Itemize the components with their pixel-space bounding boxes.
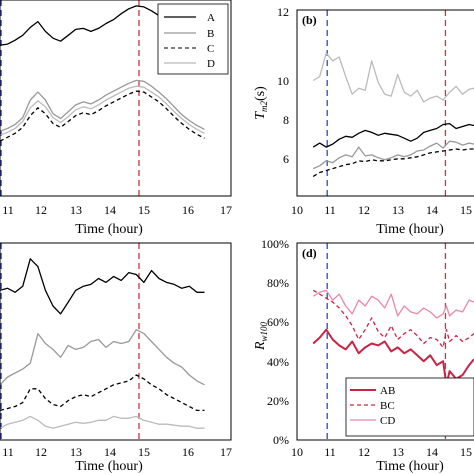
- panel-c-series-3-line: [0, 374, 205, 412]
- panel-d-xtick-label: 10: [291, 445, 303, 459]
- panel-d-xticks: 10 11 12 13 14 15: [291, 445, 472, 459]
- panel-b-series-1-line: [312, 122, 474, 148]
- panel-d-xtick-label: 15: [460, 445, 472, 459]
- legend-label-bc: BC: [380, 400, 395, 412]
- panel-c-series-4-line: [0, 415, 205, 429]
- panel-b-frame: [296, 9, 474, 197]
- panel-d-yticks: 0% 20% 40% 60% 80% 100%: [261, 237, 289, 447]
- panel-a: 11 12 13 14 15 16 17 Time (hour) A B C D: [0, 0, 232, 237]
- panel-a-series-d-line: [0, 85, 205, 136]
- panel-b-series-2-line: [312, 140, 474, 170]
- panel-d-ytick-label: 20%: [267, 394, 289, 408]
- panel-b-ytick-label: 6: [283, 152, 289, 166]
- panel-a-xlabel: Time (hour): [75, 222, 143, 237]
- panel-a-series-b-line: [0, 79, 205, 132]
- panel-b-plot: [312, 10, 474, 196]
- panel-d-series-bc-line: [312, 289, 474, 349]
- legend-label-cd: CD: [380, 415, 395, 427]
- panel-b-xtick-label: 10: [291, 203, 303, 217]
- panel-b-series-4-line: [312, 52, 474, 103]
- panel-a-xtick-label: 14: [104, 203, 116, 217]
- panel-c-plot: [0, 243, 205, 440]
- panel-a-xtick-label: 15: [138, 203, 150, 217]
- panel-d-series-cd-line: [312, 289, 474, 319]
- legend-label-b: B: [207, 28, 214, 40]
- panel-d-ytick-label: 60%: [267, 315, 289, 329]
- panel-a-xtick-label: 11: [2, 203, 14, 217]
- panel-a-xticks: 11 12 13 14 15 16 17: [2, 203, 232, 217]
- panel-c-xtick-label: 16: [182, 445, 194, 459]
- panel-b-series-3-line: [312, 148, 474, 177]
- panel-a-xtick-label: 12: [35, 203, 47, 217]
- panel-c-xtick-label: 17: [220, 445, 232, 459]
- panel-b-ytick-label: 10: [277, 74, 289, 88]
- panel-d-series-ab-line: [312, 328, 474, 386]
- panel-c: 11 12 13 14 15 16 17 Time (hour): [0, 242, 232, 474]
- panel-a-series-c-line: [0, 90, 205, 142]
- panel-b-tag: (b): [302, 13, 317, 27]
- panel-d-xtick-label: 11: [324, 445, 336, 459]
- panel-c-series-1-line: [0, 258, 205, 315]
- panel-d-tag: (d): [302, 246, 317, 260]
- panel-a-frame: [0, 0, 232, 197]
- panel-c-xlabel: Time (hour): [75, 459, 143, 474]
- panel-c-xtick-label: 15: [138, 445, 150, 459]
- panel-c-xticks: 11 12 13 14 15 16 17: [2, 445, 232, 459]
- panel-a-legend-box: [157, 3, 229, 75]
- panel-a-xtick-label: 16: [182, 203, 194, 217]
- panel-d-xlabel: Time (hour): [376, 459, 444, 474]
- legend-label-ab: AB: [380, 385, 395, 397]
- panel-c-frame: [0, 242, 232, 441]
- panel-c-xtick-label: 14: [104, 445, 116, 459]
- panel-a-legend: A B C D: [157, 3, 229, 75]
- panel-d-legend-box: [345, 377, 474, 437]
- panel-d-legend: AB BC CD: [345, 377, 474, 437]
- panel-b-yticks: 6 8 10 12: [277, 5, 289, 166]
- panel-c-xtick-label: 13: [70, 445, 82, 459]
- panel-c-xtick-label: 11: [2, 445, 14, 459]
- legend-label-a: A: [207, 12, 215, 24]
- panel-d-ytick-label: 100%: [261, 237, 289, 251]
- panel-b-xtick-label: 11: [324, 203, 336, 217]
- panel-b-xtick-label: 13: [392, 203, 404, 217]
- panel-d-ytick-label: 80%: [267, 276, 289, 290]
- legend-label-d: D: [207, 58, 215, 70]
- panel-b: 6 8 10 12 10 11 12 13 14 15 Time (hour) …: [253, 5, 474, 237]
- panel-a-xtick-label: 13: [70, 203, 82, 217]
- panel-d-ytick-label: 40%: [267, 355, 289, 369]
- panel-d-frame: [296, 242, 474, 441]
- panel-d-xtick-label: 14: [426, 445, 438, 459]
- legend-label-c: C: [207, 43, 214, 55]
- panel-a-xtick-label: 17: [220, 203, 232, 217]
- panel-d: 0% 20% 40% 60% 80% 100% 10 11 12 13 14 1…: [253, 237, 474, 474]
- panel-d-ytick-label: 0%: [273, 433, 289, 447]
- panel-d-xtick-label: 12: [358, 445, 370, 459]
- panel-b-xtick-label: 15: [460, 203, 472, 217]
- panel-d-xtick-label: 13: [392, 445, 404, 459]
- panel-b-xticks: 10 11 12 13 14 15: [291, 203, 472, 217]
- panel-b-xtick-label: 14: [426, 203, 438, 217]
- panel-b-xtick-label: 12: [358, 203, 370, 217]
- panel-b-ytick-label: 12: [277, 5, 289, 19]
- panel-c-series-2-line: [0, 329, 205, 386]
- panel-b-ytick-label: 8: [283, 113, 289, 127]
- panel-d-ylabel: Rw100: [253, 321, 269, 351]
- panel-b-xlabel: Time (hour): [376, 222, 444, 237]
- panel-c-xtick-label: 12: [35, 445, 47, 459]
- panel-b-ylabel: Tm2(s): [253, 86, 269, 120]
